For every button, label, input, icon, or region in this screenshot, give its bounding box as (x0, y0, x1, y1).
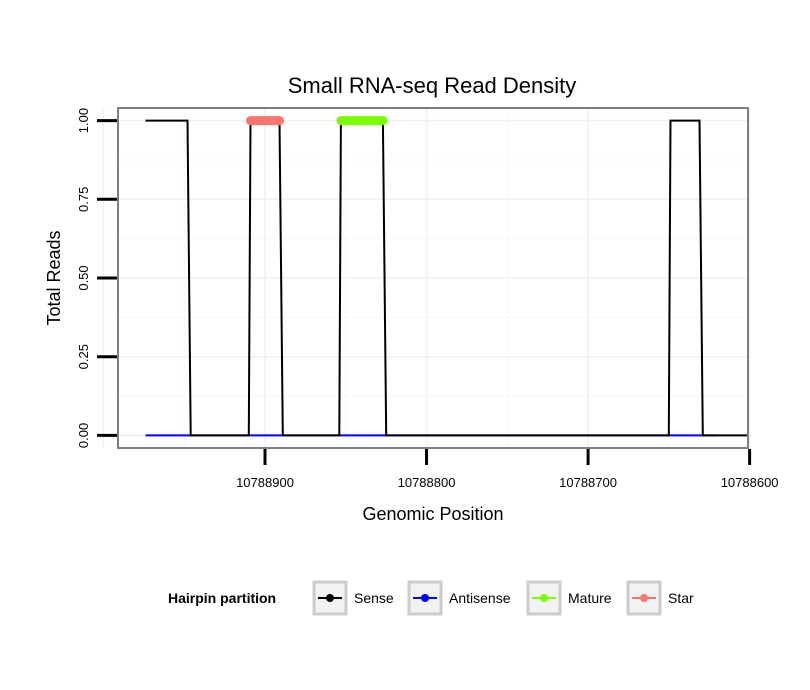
chart-title: Small RNA-seq Read Density (288, 73, 577, 98)
x-axis: 10788900 10788800 10788700 10788600 (236, 449, 779, 490)
legend: Hairpin partition Sense Antisense Mature St… (168, 580, 694, 616)
x-tick-label: 10788600 (721, 475, 779, 490)
series-line-sense (145, 119, 748, 437)
legend-title: Hairpin partition (168, 590, 276, 606)
legend-label: Star (668, 590, 694, 606)
legend-label: Sense (354, 590, 394, 606)
x-tick-label: 10788800 (398, 475, 456, 490)
y-axis: 0.00 0.25 0.50 0.75 1.00 (76, 108, 117, 448)
legend-label: Mature (568, 590, 612, 606)
x-axis-title: Genomic Position (362, 504, 503, 524)
y-tick-label: 0.75 (76, 187, 91, 212)
y-axis-title: Total Reads (44, 230, 64, 325)
legend-item-mature: Mature (526, 580, 612, 616)
plot-border (117, 107, 749, 449)
legend-key-dot (540, 594, 548, 602)
y-tick-label: 0.00 (76, 423, 91, 448)
legend-item-star: Star (626, 580, 694, 616)
legend-key-dot (421, 594, 429, 602)
legend-item-sense: Sense (312, 580, 394, 616)
y-tick-label: 1.00 (76, 108, 91, 133)
legend-key-dot (640, 594, 648, 602)
y-tick-label: 0.25 (76, 344, 91, 369)
legend-label: Antisense (449, 590, 511, 606)
legend-key-dot (326, 594, 334, 602)
series-layer (145, 116, 748, 437)
y-tick-label: 0.50 (76, 265, 91, 290)
legend-item-antisense: Antisense (407, 580, 511, 616)
x-tick-label: 10788700 (559, 475, 617, 490)
x-tick-label: 10788900 (236, 475, 294, 490)
